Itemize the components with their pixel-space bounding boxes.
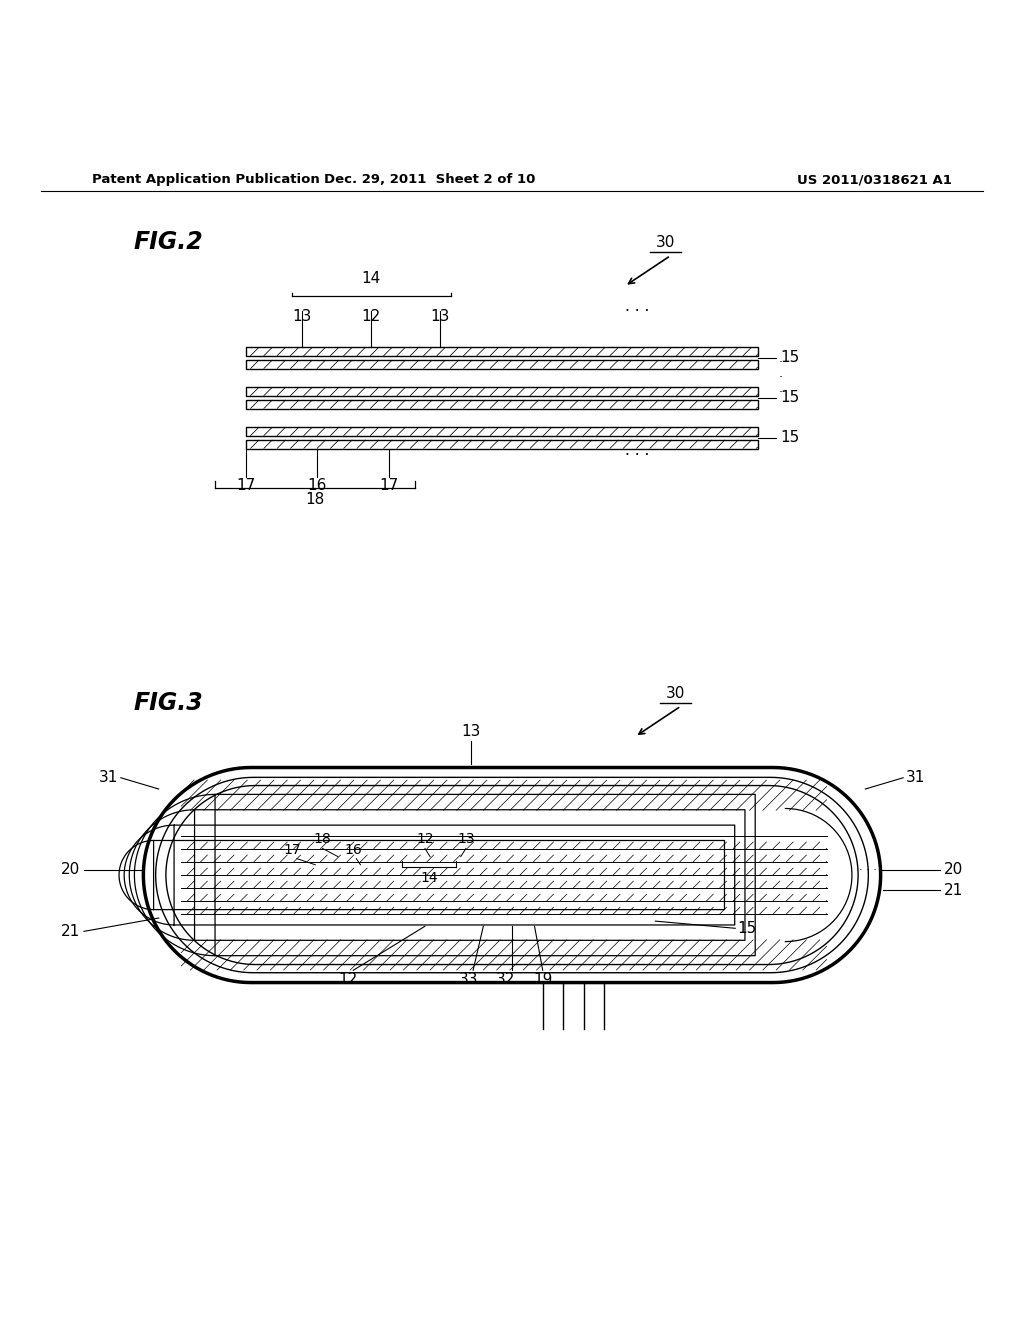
Text: 30: 30 [656, 235, 675, 251]
Text: 12: 12 [339, 973, 357, 987]
Text: 18: 18 [305, 492, 325, 507]
Text: Patent Application Publication: Patent Application Publication [92, 173, 319, 186]
Text: 16: 16 [344, 842, 362, 857]
Text: 17: 17 [237, 478, 255, 492]
Text: US 2011/0318621 A1: US 2011/0318621 A1 [798, 173, 952, 186]
Text: 18: 18 [313, 833, 332, 846]
Text: 14: 14 [361, 271, 381, 286]
Text: 13: 13 [462, 723, 480, 739]
Text: 32: 32 [497, 973, 515, 987]
Text: 12: 12 [361, 309, 380, 323]
Text: 17: 17 [283, 842, 301, 857]
Text: · · ·: · · · [625, 305, 649, 319]
Text: · · ·: · · · [858, 865, 877, 875]
Text: 13: 13 [457, 833, 475, 846]
Text: 16: 16 [308, 478, 327, 492]
Text: Dec. 29, 2011  Sheet 2 of 10: Dec. 29, 2011 Sheet 2 of 10 [325, 173, 536, 186]
Text: 33: 33 [459, 973, 479, 987]
Text: 15: 15 [780, 350, 800, 366]
Text: 15: 15 [780, 391, 800, 405]
Text: ·
·
·: · · · [778, 356, 782, 400]
Text: FIG.3: FIG.3 [133, 690, 203, 714]
Polygon shape [143, 767, 881, 982]
Text: 20: 20 [944, 862, 964, 878]
Text: 15: 15 [780, 430, 800, 445]
Text: 21: 21 [944, 883, 964, 898]
Text: 21: 21 [60, 924, 80, 939]
Text: 13: 13 [431, 309, 450, 323]
Text: 12: 12 [416, 833, 434, 846]
Text: 20: 20 [60, 862, 80, 878]
Text: 30: 30 [667, 686, 685, 701]
Text: 31: 31 [906, 771, 926, 785]
Text: 15: 15 [737, 921, 757, 936]
Text: 14: 14 [420, 871, 438, 884]
Polygon shape [156, 777, 868, 973]
Text: FIG.2: FIG.2 [133, 230, 203, 253]
Polygon shape [166, 785, 858, 965]
Text: 17: 17 [380, 478, 398, 492]
Text: 13: 13 [293, 309, 311, 323]
Text: 19: 19 [534, 973, 552, 987]
Text: 31: 31 [98, 771, 118, 785]
Text: · · ·: · · · [625, 447, 649, 463]
